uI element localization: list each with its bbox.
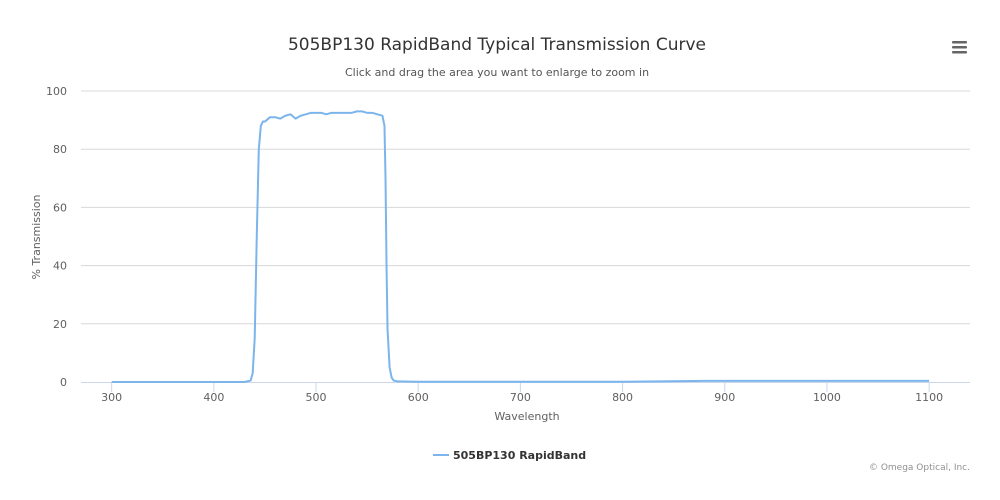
x-tick-label: 500 xyxy=(306,391,327,404)
x-axis-ticks: 300 400 500 600 700 800 900 1000 1100 xyxy=(101,382,943,404)
y-tick-label: 20 xyxy=(53,318,67,331)
hamburger-menu-icon xyxy=(952,41,967,54)
y-tick-label: 0 xyxy=(60,376,67,389)
y-tick-label: 40 xyxy=(53,260,67,273)
chart-menu-button[interactable] xyxy=(948,36,972,58)
x-tick-label: 600 xyxy=(408,391,429,404)
x-tick-label: 400 xyxy=(203,391,224,404)
x-tick-label: 1100 xyxy=(915,391,943,404)
chart-subtitle: Click and drag the area you want to enla… xyxy=(345,66,649,79)
y-tick-label: 60 xyxy=(53,201,67,214)
y-axis-title: % Transmission xyxy=(30,194,43,279)
y-grid xyxy=(81,90,970,325)
legend-item[interactable]: 505BP130 RapidBand xyxy=(433,449,586,462)
series-line-505bp130[interactable] xyxy=(111,110,930,383)
legend-label: 505BP130 RapidBand xyxy=(453,449,586,462)
x-axis-title: Wavelength xyxy=(494,410,559,423)
y-axis-ticks: 0 20 40 60 80 100 xyxy=(46,85,67,389)
x-tick-label: 1000 xyxy=(813,391,841,404)
x-tick-label: 700 xyxy=(510,391,531,404)
x-tick-label: 800 xyxy=(612,391,633,404)
credits[interactable]: © Omega Optical, Inc. xyxy=(869,463,970,473)
y-tick-label: 100 xyxy=(46,85,67,98)
x-tick-label: 300 xyxy=(101,391,122,404)
chart-title: 505BP130 RapidBand Typical Transmission … xyxy=(288,35,706,55)
y-tick-label: 80 xyxy=(53,143,67,156)
x-tick-label: 900 xyxy=(714,391,735,404)
